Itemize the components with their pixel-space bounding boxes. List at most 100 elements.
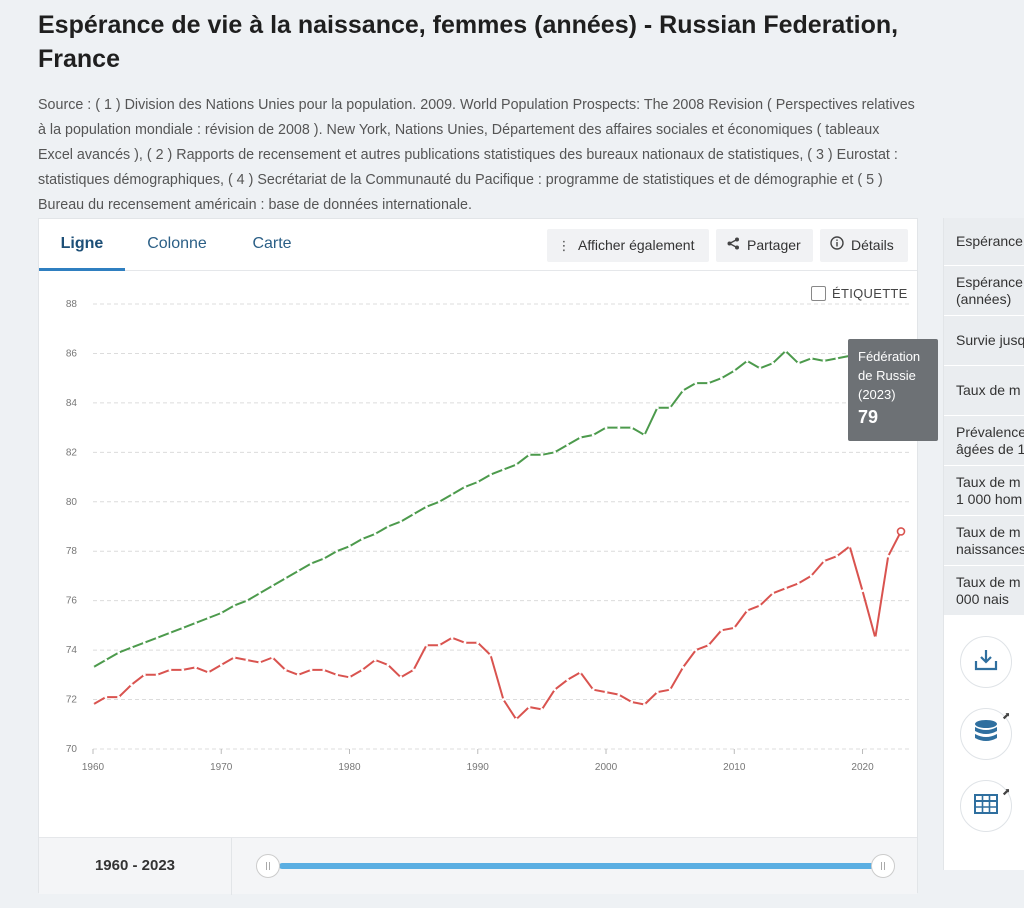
series-point-0 <box>271 584 274 588</box>
related-indicator-item[interactable]: Espérance (années) <box>944 266 1024 316</box>
series-point-0 <box>553 450 557 454</box>
range-slider-track[interactable] <box>279 863 883 869</box>
series-point-1 <box>168 668 172 672</box>
series-point-1 <box>707 643 711 647</box>
series-point-0 <box>540 453 544 457</box>
series-point-0 <box>104 658 108 662</box>
series-point-1 <box>643 703 646 706</box>
series-point-0 <box>758 366 762 370</box>
related-indicator-label: âgées de 1 <box>956 440 1024 457</box>
series-point-1 <box>181 668 185 672</box>
series-point-1 <box>296 673 300 677</box>
external-link-icon: ⬈ <box>1002 787 1011 798</box>
chart-panel: Ligne Colonne Carte ⋮ Afficher également… <box>38 218 918 895</box>
series-point-1 <box>476 641 480 645</box>
range-label: 1960 - 2023 <box>39 838 232 895</box>
database-button[interactable] <box>960 708 1012 760</box>
tab-map[interactable]: Carte <box>252 235 292 252</box>
share-button[interactable]: Partager <box>716 229 813 262</box>
series-point-1 <box>861 589 864 593</box>
series-point-1 <box>694 648 698 652</box>
series-point-1 <box>784 586 787 590</box>
series-point-0 <box>219 611 223 615</box>
series-point-0 <box>809 356 813 360</box>
range-end-handle[interactable] <box>871 854 895 878</box>
series-point-0 <box>745 359 749 363</box>
y-tick-label: 82 <box>66 447 78 458</box>
x-tick-label: 2010 <box>723 762 746 773</box>
series-point-1 <box>771 591 775 595</box>
range-start-handle[interactable] <box>256 854 280 878</box>
related-indicator-item[interactable]: Taux de m 000 nais <box>944 566 1024 616</box>
related-indicator-item[interactable]: Taux de m naissances <box>944 516 1024 566</box>
y-tick-label: 74 <box>66 645 78 656</box>
series-point-0 <box>630 426 634 430</box>
show-also-label: Afficher également <box>578 237 695 253</box>
series-line-1 <box>92 530 902 721</box>
label-checkbox[interactable] <box>811 286 826 301</box>
series-point-1 <box>437 643 441 647</box>
series-point-0 <box>399 520 403 523</box>
related-indicator-item[interactable]: Espérance <box>944 218 1024 266</box>
series-point-0 <box>489 473 492 476</box>
download-button[interactable] <box>960 636 1012 688</box>
series-point-1 <box>245 658 249 662</box>
show-also-button[interactable]: ⋮ Afficher également <box>547 229 709 262</box>
series-point-0 <box>450 492 454 496</box>
series-point-1 <box>681 666 685 669</box>
series-point-1 <box>360 668 364 672</box>
series-point-1 <box>142 673 146 677</box>
details-button[interactable]: Détails <box>820 229 908 262</box>
series-point-1 <box>886 554 890 558</box>
series-point-0 <box>463 485 467 489</box>
time-range-bar: 1960 - 2023 <box>39 837 917 895</box>
series-point-0 <box>732 369 736 373</box>
series-point-1 <box>566 678 569 682</box>
series-point-0 <box>437 500 441 504</box>
series-point-0 <box>617 426 621 430</box>
series-point-0 <box>194 621 198 625</box>
series-point-0 <box>117 651 121 654</box>
series-point-0 <box>373 532 377 536</box>
series-point-0 <box>668 406 672 410</box>
x-tick-label: 1970 <box>210 762 233 773</box>
series-point-0 <box>155 636 159 640</box>
series-point-0 <box>360 537 364 541</box>
series-point-0 <box>784 349 787 353</box>
highlight-point <box>896 527 906 536</box>
tooltip-line1: Fédération <box>858 349 921 364</box>
series-point-1 <box>130 683 133 687</box>
table-button[interactable] <box>960 780 1012 832</box>
series-point-0 <box>130 646 133 650</box>
series-point-0 <box>514 463 518 467</box>
series-point-1 <box>91 703 95 706</box>
series-point-1 <box>207 670 210 674</box>
tab-column[interactable]: Colonne <box>147 235 207 252</box>
tooltip-line2: de Russie <box>858 368 916 383</box>
data-tooltip: Fédération de Russie (2023) 79 <box>848 339 938 441</box>
series-point-1 <box>591 688 595 692</box>
related-indicator-item[interactable]: Taux de m <box>944 366 1024 416</box>
y-tick-label: 88 <box>66 299 78 310</box>
y-tick-label: 70 <box>66 744 78 755</box>
series-point-1 <box>219 663 223 667</box>
series-point-0 <box>694 381 698 385</box>
label-toggle[interactable]: ÉTIQUETTE <box>811 286 908 301</box>
series-point-0 <box>207 616 210 620</box>
related-indicator-label: Espérance <box>956 273 1023 290</box>
series-point-0 <box>527 453 531 457</box>
related-indicator-item[interactable]: Prévalence âgées de 1 <box>944 416 1024 466</box>
related-indicators-list: Espérance Espérance (années) Survie jusq Tau… <box>944 218 1024 616</box>
series-point-1 <box>527 705 531 709</box>
related-indicator-label: Taux de m <box>956 573 1021 590</box>
y-tick-label: 72 <box>66 695 78 706</box>
related-indicator-item[interactable]: Survie jusq <box>944 316 1024 366</box>
tab-line[interactable]: Ligne <box>39 219 125 271</box>
series-point-1 <box>117 695 121 699</box>
source-text: Source : ( 1 ) Division des Nations Unie… <box>38 97 915 213</box>
series-point-0 <box>425 505 428 509</box>
series-point-0 <box>681 389 685 392</box>
external-link-icon: ⬈ <box>1002 711 1011 722</box>
series-point-0 <box>720 376 723 380</box>
